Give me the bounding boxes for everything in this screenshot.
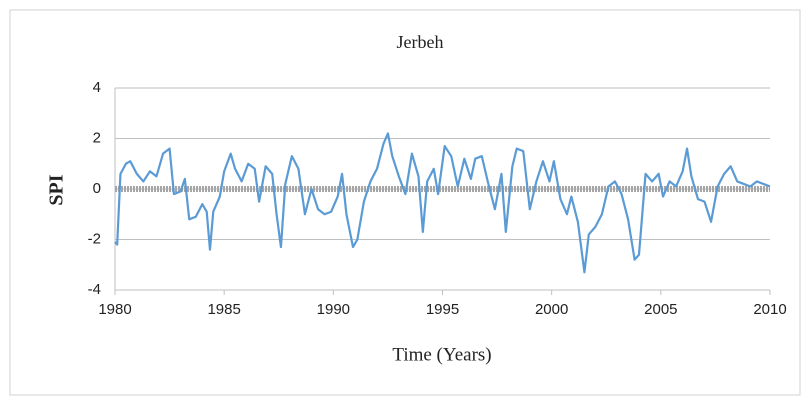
x-tick-label: 1990 — [317, 301, 350, 318]
y-tick-label: 2 — [93, 129, 101, 146]
x-tick-label: 2010 — [753, 301, 786, 318]
chart-frame — [9, 9, 801, 396]
y-tick-label: 0 — [93, 180, 101, 197]
x-tick-label: 2005 — [644, 301, 677, 318]
x-tick-label: 1995 — [426, 301, 459, 318]
y-axis-label: SPI — [46, 174, 68, 205]
x-tick-label: 2000 — [535, 301, 568, 318]
chart-title: Jerbeh — [397, 32, 444, 52]
y-tick-label: -2 — [88, 230, 101, 247]
x-tick-label: 1985 — [207, 301, 240, 318]
x-tick-label: 1980 — [98, 301, 131, 318]
data-line — [114, 132, 771, 274]
y-tick-label: 4 — [93, 79, 101, 96]
y-tick-label: -4 — [88, 281, 101, 298]
x-axis-label: Time (Years) — [392, 344, 491, 365]
